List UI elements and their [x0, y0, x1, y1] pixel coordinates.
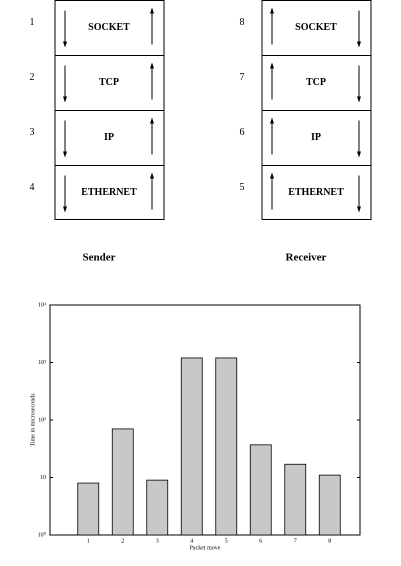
layer-name: ETHERNET — [81, 187, 137, 198]
stack-caption: Receiver — [286, 252, 327, 264]
bar — [318, 474, 341, 536]
bar — [215, 357, 238, 536]
x-tick-label: 6 — [259, 538, 262, 544]
layer-name: IP — [311, 132, 321, 143]
layer-number: 3 — [30, 127, 35, 138]
bar — [180, 357, 203, 536]
chart: 10⁰ 10 10² 10³ 10⁴ 1 2 3 4 5 6 7 8 Packet move Time in… — [30, 302, 361, 551]
layer-number: 2 — [30, 72, 35, 83]
x-tick-label: 1 — [87, 538, 90, 544]
y-tick-label: 10⁰ — [38, 531, 47, 538]
y-tick-label: 10³ — [38, 360, 46, 366]
y-tick-label: 10² — [38, 417, 46, 423]
x-tick-label: 2 — [121, 538, 124, 544]
y-axis-label: Time in microseconds — [30, 393, 36, 447]
layer-name: ETHERNET — [288, 187, 344, 198]
layer-name: IP — [104, 132, 114, 143]
x-tick-label: 5 — [225, 538, 228, 544]
layer-number: 8 — [240, 17, 245, 28]
bar — [111, 428, 134, 536]
bar — [249, 444, 272, 536]
layer-name: SOCKET — [295, 22, 337, 33]
layer-number: 5 — [240, 182, 245, 193]
layer-name: TCP — [99, 77, 119, 88]
protocol-diagram: SOCKET 1 TCP 2 IP 3 ETHERNET 4 Sender SOCKET 8 TCP 7… — [30, 0, 372, 264]
y-tick-label: 10⁴ — [38, 302, 46, 308]
layer-number: 7 — [240, 72, 245, 83]
layer-number: 6 — [240, 127, 245, 138]
stack-caption: Sender — [83, 252, 116, 264]
y-tick-label: 10 — [40, 475, 46, 481]
layer-number: 4 — [30, 182, 35, 193]
x-tick-label: 4 — [190, 538, 193, 544]
layer-number: 1 — [30, 17, 35, 28]
x-tick-label: 8 — [328, 538, 331, 544]
x-tick-label: 3 — [156, 538, 159, 544]
bar — [284, 463, 307, 536]
bar — [146, 479, 169, 536]
bar — [77, 482, 100, 536]
layer-name: SOCKET — [88, 22, 130, 33]
x-tick-label: 7 — [294, 538, 297, 544]
x-axis-label: Packet move — [190, 545, 221, 551]
layer-name: TCP — [306, 77, 326, 88]
